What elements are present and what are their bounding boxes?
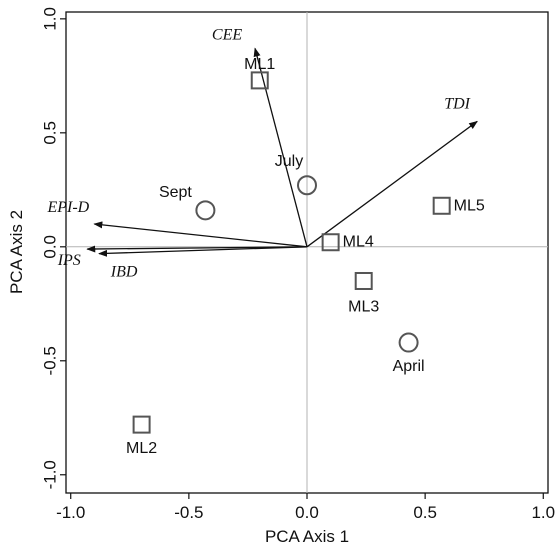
vector-label: EPI-D	[46, 199, 89, 216]
site-marker	[321, 233, 340, 252]
x-tick-label: 0.0	[295, 503, 319, 522]
site-label: ML3	[348, 298, 379, 315]
vector-arrow	[306, 120, 478, 248]
month-marker	[398, 332, 419, 353]
month-label: April	[393, 358, 425, 375]
vector-label: CEE	[212, 26, 242, 43]
site-label: ML4	[343, 234, 374, 251]
site-marker	[250, 71, 269, 90]
y-tick-label: -0.5	[41, 346, 60, 375]
vectors: CEE TDI EPI-D IPS IBD	[46, 26, 478, 281]
month-marker	[195, 200, 216, 221]
x-tick-label: 0.5	[413, 503, 437, 522]
month-label: Sept	[159, 184, 192, 201]
y-tick-label: 0.5	[41, 121, 60, 145]
vector-label: IBD	[110, 264, 138, 281]
x-tick-label: 1.0	[531, 503, 555, 522]
vector-label: TDI	[444, 95, 470, 112]
x-tick-label: -0.5	[174, 503, 203, 522]
vector-arrow	[98, 246, 308, 257]
vector-arrow	[93, 221, 308, 248]
points: ML1 ML2 ML3 ML4 ML5 July Sept April	[126, 56, 485, 457]
y-axis-title: PCA Axis 2	[7, 210, 26, 294]
y-tick-label: 1.0	[41, 7, 60, 31]
site-marker	[132, 415, 151, 434]
x-tick-label: -1.0	[56, 503, 85, 522]
vector-label: IPS	[57, 252, 81, 269]
site-label: ML2	[126, 440, 157, 457]
month-marker	[297, 175, 317, 196]
vector-arrow	[86, 245, 308, 253]
x-axis-title: PCA Axis 1	[265, 527, 349, 546]
y-tick-label: -1.0	[41, 460, 60, 489]
month-label: July	[275, 153, 303, 170]
site-label: ML1	[244, 56, 275, 73]
y-tick-label: 0.0	[41, 235, 60, 259]
vector-arrow	[253, 47, 308, 247]
site-marker	[354, 271, 373, 290]
site-marker	[432, 196, 451, 215]
site-label: ML5	[454, 197, 485, 214]
axis-ticks: -1.0 -0.5 0.0 0.5 1.0 -1.0 -0.5 0.0 0.5 1.0	[41, 7, 556, 522]
